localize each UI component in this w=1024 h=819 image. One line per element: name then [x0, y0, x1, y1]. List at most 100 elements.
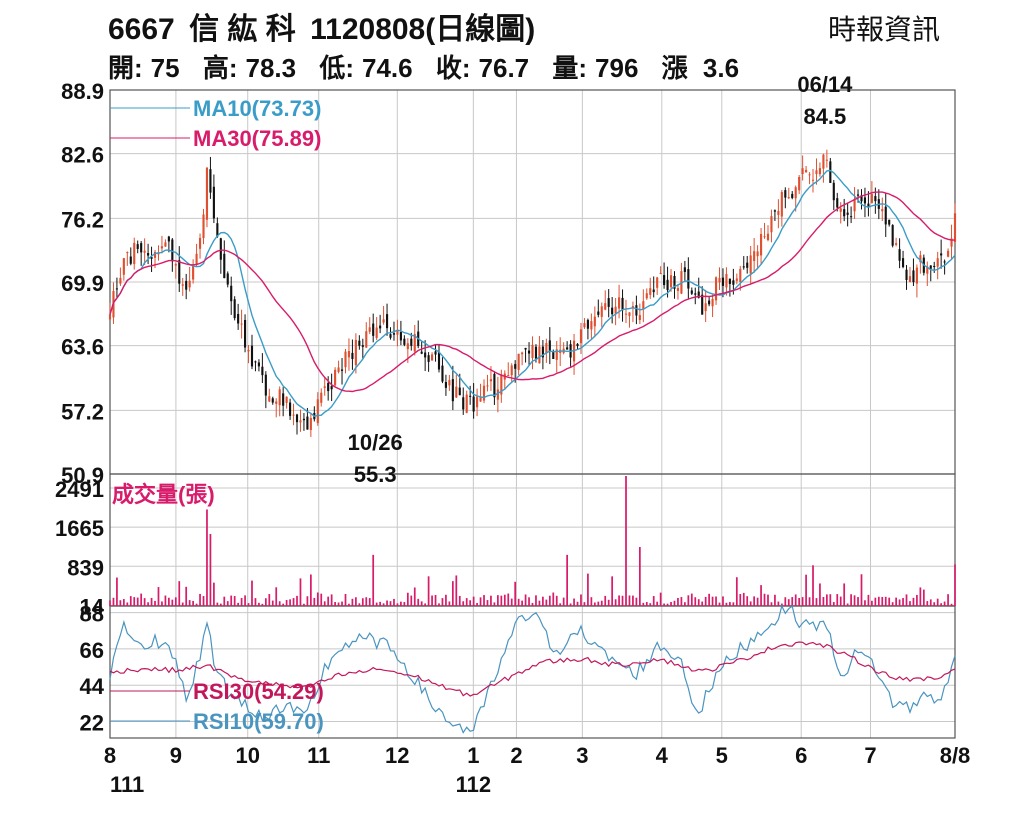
- candle-body: [708, 300, 711, 305]
- candle-body: [663, 275, 666, 286]
- volume-bar: [154, 600, 156, 606]
- candle-body: [479, 397, 482, 402]
- month-tick-label: 2: [510, 743, 522, 768]
- volume-bar: [261, 603, 264, 606]
- volume-bar: [895, 597, 897, 606]
- volume-bar: [926, 601, 929, 606]
- candle-body: [178, 260, 181, 284]
- candle-body: [309, 417, 312, 431]
- volume-bar: [168, 597, 170, 606]
- volume-bar: [902, 598, 904, 606]
- candle-body: [611, 307, 614, 315]
- candle-body: [306, 416, 309, 430]
- candle-body: [953, 213, 957, 243]
- candle-body: [462, 397, 465, 410]
- volume-bar: [843, 583, 846, 606]
- candle-body: [676, 288, 680, 291]
- candle-body: [147, 253, 150, 256]
- volume-bar: [694, 597, 697, 606]
- volume-bar: [296, 595, 298, 606]
- candle-body: [434, 351, 437, 355]
- volume-bar: [136, 597, 139, 606]
- volume-bar: [490, 595, 492, 606]
- volume-bar: [531, 602, 534, 606]
- candle-body: [247, 349, 250, 352]
- candle-body: [884, 206, 887, 225]
- candle-body: [223, 253, 226, 279]
- candle-body: [538, 346, 541, 364]
- candle-body: [372, 323, 375, 336]
- volume-bar: [690, 593, 693, 606]
- candle-body: [410, 338, 413, 346]
- candle-body: [891, 225, 894, 246]
- volume-bar: [278, 601, 281, 606]
- candle-body: [846, 212, 849, 215]
- candle-body: [271, 398, 274, 403]
- volume-bar: [673, 600, 676, 606]
- candle-body: [524, 347, 527, 350]
- candle-body: [808, 174, 811, 176]
- candle-body: [264, 374, 267, 396]
- candle-body: [919, 255, 922, 263]
- volume-bar: [774, 594, 776, 606]
- volume-bar: [192, 600, 194, 606]
- candle-body: [174, 264, 177, 266]
- rsi30-line: [109, 641, 956, 697]
- candle-body: [219, 238, 222, 260]
- candle-body: [576, 343, 579, 347]
- candle-body: [947, 250, 950, 257]
- candle-body: [912, 270, 915, 283]
- volume-bar: [715, 596, 717, 606]
- rsi-tick-label: 66: [80, 638, 104, 663]
- candle-body: [659, 272, 662, 274]
- candle-body: [548, 340, 551, 352]
- volume-bar: [417, 598, 420, 606]
- volume-bar: [503, 594, 506, 606]
- candle-body: [129, 256, 132, 264]
- candle-body: [888, 219, 891, 225]
- volume-bar: [652, 596, 655, 606]
- candle-body: [593, 316, 596, 327]
- candle-body: [780, 191, 783, 217]
- volume-bar: [119, 600, 122, 606]
- candle-body: [545, 343, 548, 354]
- volume-bar: [566, 554, 568, 606]
- volume-bar: [438, 603, 440, 606]
- volume-bar: [171, 599, 174, 606]
- volume-bar: [164, 595, 167, 606]
- candle-body: [171, 239, 174, 262]
- volume-bar: [368, 598, 371, 606]
- volume-bar: [202, 596, 205, 606]
- candle-body: [746, 262, 749, 268]
- month-tick-label: 10: [235, 743, 259, 768]
- candle-body: [638, 315, 641, 321]
- volume-bar: [912, 597, 915, 606]
- candle-body: [697, 291, 700, 298]
- volume-bar: [836, 594, 839, 606]
- volume-bar: [396, 603, 399, 606]
- candle-body: [108, 314, 112, 320]
- candle-body: [943, 261, 946, 263]
- candle-body: [763, 236, 766, 238]
- candle-body: [832, 182, 835, 201]
- candle-body: [181, 284, 184, 286]
- candle-body: [555, 349, 558, 360]
- candle-body: [351, 352, 354, 360]
- year-label: 112: [456, 772, 492, 797]
- volume-bar: [213, 582, 215, 606]
- price-tick-label: 82.6: [61, 143, 104, 168]
- ma30-line: [109, 191, 956, 393]
- candle-body: [635, 305, 638, 316]
- candle-body: [742, 266, 745, 268]
- volume-bar: [729, 602, 731, 606]
- volume-bar: [320, 593, 323, 606]
- volume-bar: [219, 603, 222, 606]
- volume-bar: [708, 593, 710, 606]
- volume-bar: [327, 596, 330, 606]
- candle-body: [624, 313, 628, 315]
- candle-body: [472, 396, 475, 412]
- candle-body: [652, 289, 655, 293]
- volume-bar: [936, 598, 939, 606]
- volume-bar: [129, 596, 132, 606]
